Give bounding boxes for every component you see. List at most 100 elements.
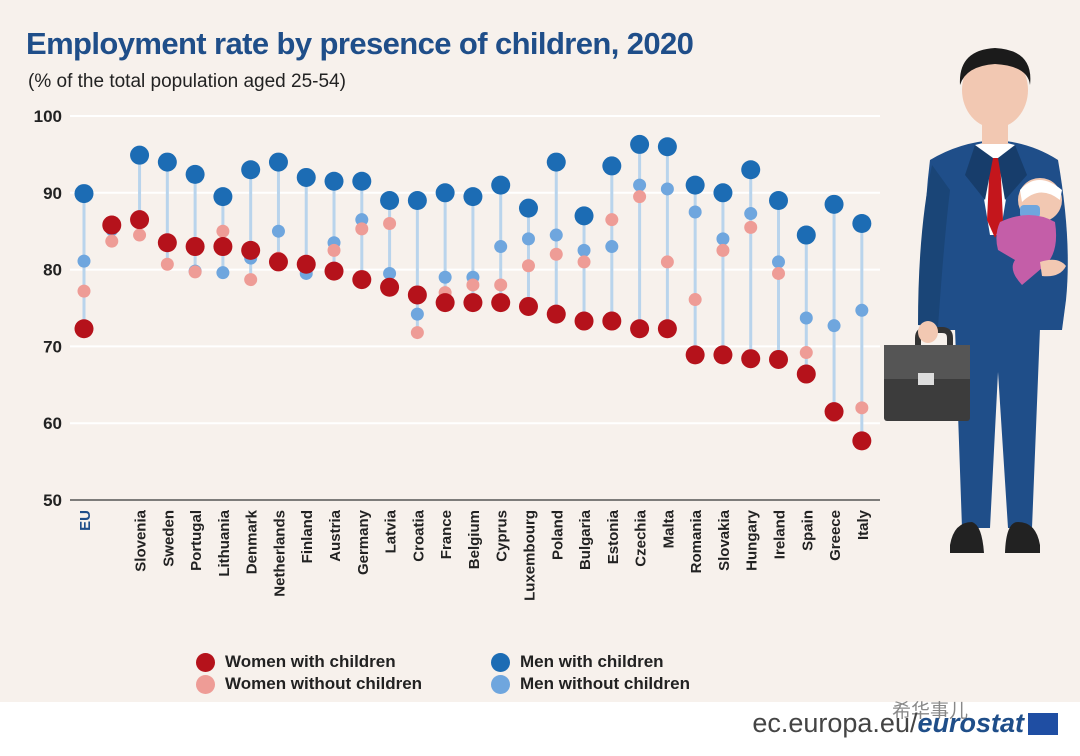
point-women-with-children: [852, 431, 872, 451]
point-women-with-children: [435, 293, 455, 313]
x-tick-label: Latvia: [383, 509, 400, 553]
point-men-with-children: [546, 152, 566, 172]
x-tick-label: Bulgaria: [577, 509, 594, 570]
point-men-without-children: [716, 232, 730, 246]
point-men-with-children: [380, 190, 400, 210]
point-women-with-children: [157, 233, 177, 253]
point-men-without-children: [688, 205, 702, 219]
point-men-without-children: [410, 307, 424, 321]
x-tick-label: Czechia: [633, 509, 650, 566]
point-men-without-children: [605, 240, 619, 254]
point-women-without-children: [799, 346, 813, 360]
eurostat-brand: eurostat: [917, 708, 1024, 738]
point-women-with-children: [185, 237, 205, 257]
point-women-with-children: [130, 210, 150, 230]
footer-bar: [0, 702, 1080, 756]
x-tick-label: Poland: [549, 510, 566, 560]
point-men-with-children: [463, 187, 483, 207]
point-women-without-children: [549, 247, 563, 261]
x-tick-label: Netherlands: [271, 510, 288, 597]
eu-flag-icon: [1028, 712, 1058, 735]
chart-subtitle: (% of the total population aged 25-54): [28, 71, 346, 92]
point-men-without-children: [855, 303, 869, 317]
y-tick-label: 60: [43, 414, 62, 433]
point-men-without-children: [271, 224, 285, 238]
point-women-with-children: [241, 240, 261, 260]
point-women-without-children: [188, 265, 202, 279]
point-men-without-children: [438, 270, 452, 284]
x-tick-label: EU: [77, 510, 94, 531]
point-women-with-children: [268, 252, 288, 272]
point-men-with-children: [157, 152, 177, 172]
point-women-without-children: [133, 228, 147, 242]
point-men-with-children: [491, 175, 511, 195]
legend-item-men-with-children: Men with children: [491, 652, 664, 672]
point-men-with-children: [518, 198, 538, 218]
point-women-with-children: [769, 349, 788, 369]
legend-item-men-without-children: Men without children: [491, 674, 690, 694]
point-men-without-children: [216, 266, 230, 280]
point-men-with-children: [130, 145, 150, 165]
point-men-with-children: [769, 190, 788, 210]
x-tick-label: France: [438, 510, 455, 559]
x-tick-label: Italy: [855, 509, 872, 540]
legend-dot-men-with-children: [491, 652, 510, 672]
point-women-with-children: [352, 270, 372, 290]
point-women-without-children: [355, 222, 369, 236]
point-women-without-children: [660, 255, 674, 269]
point-men-with-children: [852, 214, 872, 234]
point-men-without-children: [772, 255, 785, 269]
x-tick-label: Hungary: [744, 509, 761, 571]
point-women-with-children: [491, 293, 511, 313]
point-men-without-children: [521, 232, 535, 246]
point-women-without-children: [105, 234, 119, 248]
legend-label-men-without-children: Men without children: [520, 674, 690, 693]
point-men-with-children: [602, 156, 622, 176]
point-women-without-children: [633, 190, 647, 204]
point-men-without-children: [355, 213, 369, 227]
point-women-with-children: [213, 237, 233, 257]
point-women-with-children: [518, 296, 538, 316]
point-women-without-children: [605, 213, 619, 227]
point-men-with-children: [741, 160, 761, 180]
point-women-without-children: [716, 243, 730, 257]
point-men-with-children: [713, 183, 733, 203]
legend-item-women-without-children: Women without children: [196, 674, 422, 694]
point-women-without-children: [244, 273, 258, 287]
father-illustration: [884, 48, 1068, 553]
point-men-with-children: [685, 175, 705, 195]
x-tick-label: Estonia: [605, 509, 622, 564]
point-men-with-children: [352, 171, 372, 191]
point-women-with-children: [713, 345, 733, 365]
legend-item-women-with-children: Women with children: [196, 652, 396, 672]
point-women-without-children: [216, 224, 230, 238]
legend-dot-women-with-children: [196, 652, 215, 672]
x-tick-label: Portugal: [188, 510, 205, 571]
y-tick-label: 70: [43, 337, 62, 356]
y-tick-label: 90: [43, 184, 62, 203]
chart-area: 50 60 70 80 90 100 EU Slovenia Sweden Portugal Lit…: [34, 48, 1068, 601]
point-men-with-children: [241, 160, 261, 180]
legend-label-women-without-children: Women without children: [225, 674, 423, 693]
x-tick-label: Croatia: [410, 509, 427, 561]
legend-dot-men-without-children: [491, 674, 510, 694]
legend-dot-women-without-children: [196, 674, 215, 694]
y-tick-label: 50: [43, 491, 62, 510]
x-tick-label: Slovenia: [133, 509, 150, 571]
point-women-with-children: [602, 311, 622, 331]
point-women-with-children: [380, 277, 400, 297]
point-women-without-children: [521, 259, 535, 273]
watermark: 希华事儿: [892, 701, 969, 722]
point-men-without-children: [549, 228, 563, 242]
x-tick-label: Spain: [799, 510, 816, 551]
point-men-without-children: [577, 243, 591, 257]
point-men-with-children: [574, 206, 594, 226]
point-women-without-children: [77, 284, 91, 298]
point-women-without-children: [744, 220, 758, 234]
point-men-with-children: [74, 184, 94, 204]
y-tick-label: 100: [34, 107, 62, 126]
x-tick-label: Sweden: [160, 510, 177, 567]
chart-title: Employment rate by presence of children,…: [26, 26, 694, 61]
source-credit: ec.europa.eu/eurostat: [752, 708, 1080, 739]
x-tick-label: Germany: [355, 509, 372, 575]
